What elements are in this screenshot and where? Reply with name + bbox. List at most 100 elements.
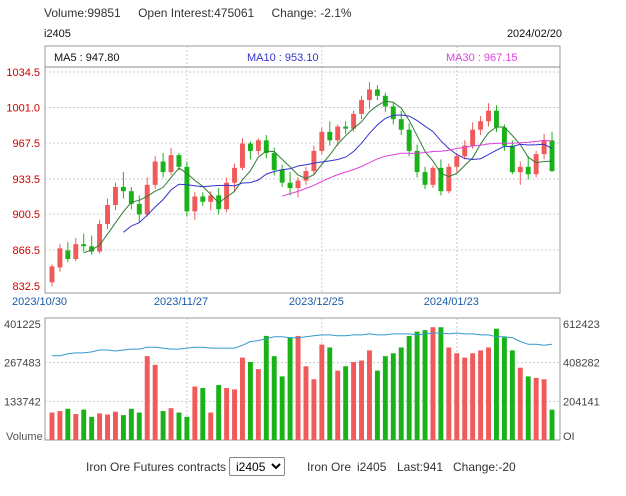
candle-body: [176, 155, 182, 167]
candle: [319, 127, 325, 155]
candle: [65, 242, 71, 263]
volume-panel: 401225 267483 133742 Volume 612423 408282 2041…: [4, 317, 600, 443]
volume-bar: [65, 408, 71, 440]
volume-bar: [390, 353, 396, 440]
candle-body: [549, 140, 555, 172]
footer-product: Iron Ore: [307, 460, 352, 474]
product-label: Iron Ore Futures contracts: [86, 460, 227, 474]
price-frame: [44, 45, 561, 294]
volume-bar: [470, 353, 476, 440]
volume-bar: [406, 335, 412, 440]
candle-body: [501, 127, 507, 146]
candle-body: [97, 224, 103, 252]
candle-body: [406, 129, 412, 151]
volume-bar: [287, 337, 293, 440]
candle-body: [414, 150, 420, 173]
candle: [49, 264, 55, 287]
volume-bar: [549, 409, 555, 440]
volume-bar: [367, 350, 372, 440]
volume-tick-label: 401225: [4, 319, 41, 331]
candle: [462, 140, 468, 160]
footer-last: Last:941: [397, 460, 444, 474]
volume-bar: [247, 361, 253, 440]
volume-bar: [160, 411, 166, 440]
volume-bar: [494, 328, 499, 440]
candle: [414, 144, 420, 178]
oi-tick-label: 612423: [563, 319, 600, 331]
candle: [160, 153, 166, 178]
volume-bar: [382, 356, 388, 440]
x-tick-label: 2023/11/27: [154, 296, 208, 308]
candle: [295, 177, 301, 198]
candle-body: [160, 161, 166, 173]
candle: [509, 140, 515, 175]
volume-bar: [478, 350, 484, 440]
volume-bar: [263, 335, 269, 440]
volume-bar: [152, 364, 158, 440]
candle: [390, 102, 396, 125]
volume-bar: [327, 347, 333, 440]
candle: [406, 123, 412, 157]
candle-body: [192, 196, 198, 212]
candle-body: [271, 153, 277, 170]
oi-tick-label: OI: [563, 431, 575, 443]
candle-body: [367, 89, 372, 101]
ma5-legend: MA5 : 947.80: [54, 52, 119, 64]
volume-bar: [49, 412, 55, 440]
volume-bar: [359, 360, 364, 440]
ma5-line: [83, 100, 553, 254]
volume-bar: [168, 408, 174, 440]
candle: [152, 156, 158, 190]
contract-symbol: i2405: [44, 28, 71, 40]
candle-body: [486, 110, 491, 122]
candle: [255, 138, 261, 156]
volume-bar: [120, 415, 126, 440]
candle: [73, 237, 79, 262]
volume-bar: [311, 379, 317, 440]
contract-select[interactable]: i2405: [229, 457, 285, 476]
candle-body: [224, 182, 230, 210]
candle-body: [470, 129, 476, 146]
candle: [430, 165, 436, 189]
price-tick-label: 933.5: [12, 174, 40, 186]
candle-body: [430, 167, 436, 185]
volume-bar: [255, 369, 261, 440]
candle: [478, 115, 484, 136]
candle-body: [335, 126, 341, 141]
kline-chart[interactable]: 1034.5 1001.0 967.5 933.5 900.5 866.5 832.5 202…: [0, 0, 626, 456]
candle-body: [374, 89, 380, 96]
chart-date: 2024/02/20: [506, 28, 562, 40]
candle: [232, 163, 237, 193]
volume-bar: [144, 356, 150, 440]
candle: [105, 198, 110, 230]
volume-tick-label: 267483: [4, 358, 41, 370]
candle: [89, 235, 95, 255]
candle-body: [343, 126, 349, 129]
candle-body: [295, 180, 301, 189]
x-tick-label: 2024/01/23: [424, 296, 479, 308]
volume-bar: [128, 408, 134, 440]
volume-bar: [501, 337, 507, 440]
ma30-line: [282, 139, 553, 197]
volume-bar: [525, 376, 531, 440]
candle-body: [263, 140, 269, 154]
price-tick-label: 866.5: [12, 245, 40, 257]
volume-bar: [454, 353, 460, 440]
candle-body: [208, 195, 214, 202]
candle: [367, 82, 372, 109]
volume-bar: [430, 327, 436, 440]
candle-body: [287, 182, 293, 189]
candle-body: [454, 156, 460, 167]
candle-body: [65, 250, 71, 259]
volume-bar: [509, 350, 515, 440]
volume-bar: [295, 335, 301, 440]
volume-bar: [533, 377, 539, 440]
ma10-legend: MA10 : 953.10: [247, 52, 319, 64]
volume-bar: [136, 412, 142, 440]
candle-body: [279, 169, 285, 183]
volume-bar: [105, 414, 110, 440]
volume-bar: [200, 387, 206, 440]
candle: [541, 133, 547, 160]
oi-tick-label: 408282: [563, 358, 600, 370]
candle: [184, 161, 190, 217]
